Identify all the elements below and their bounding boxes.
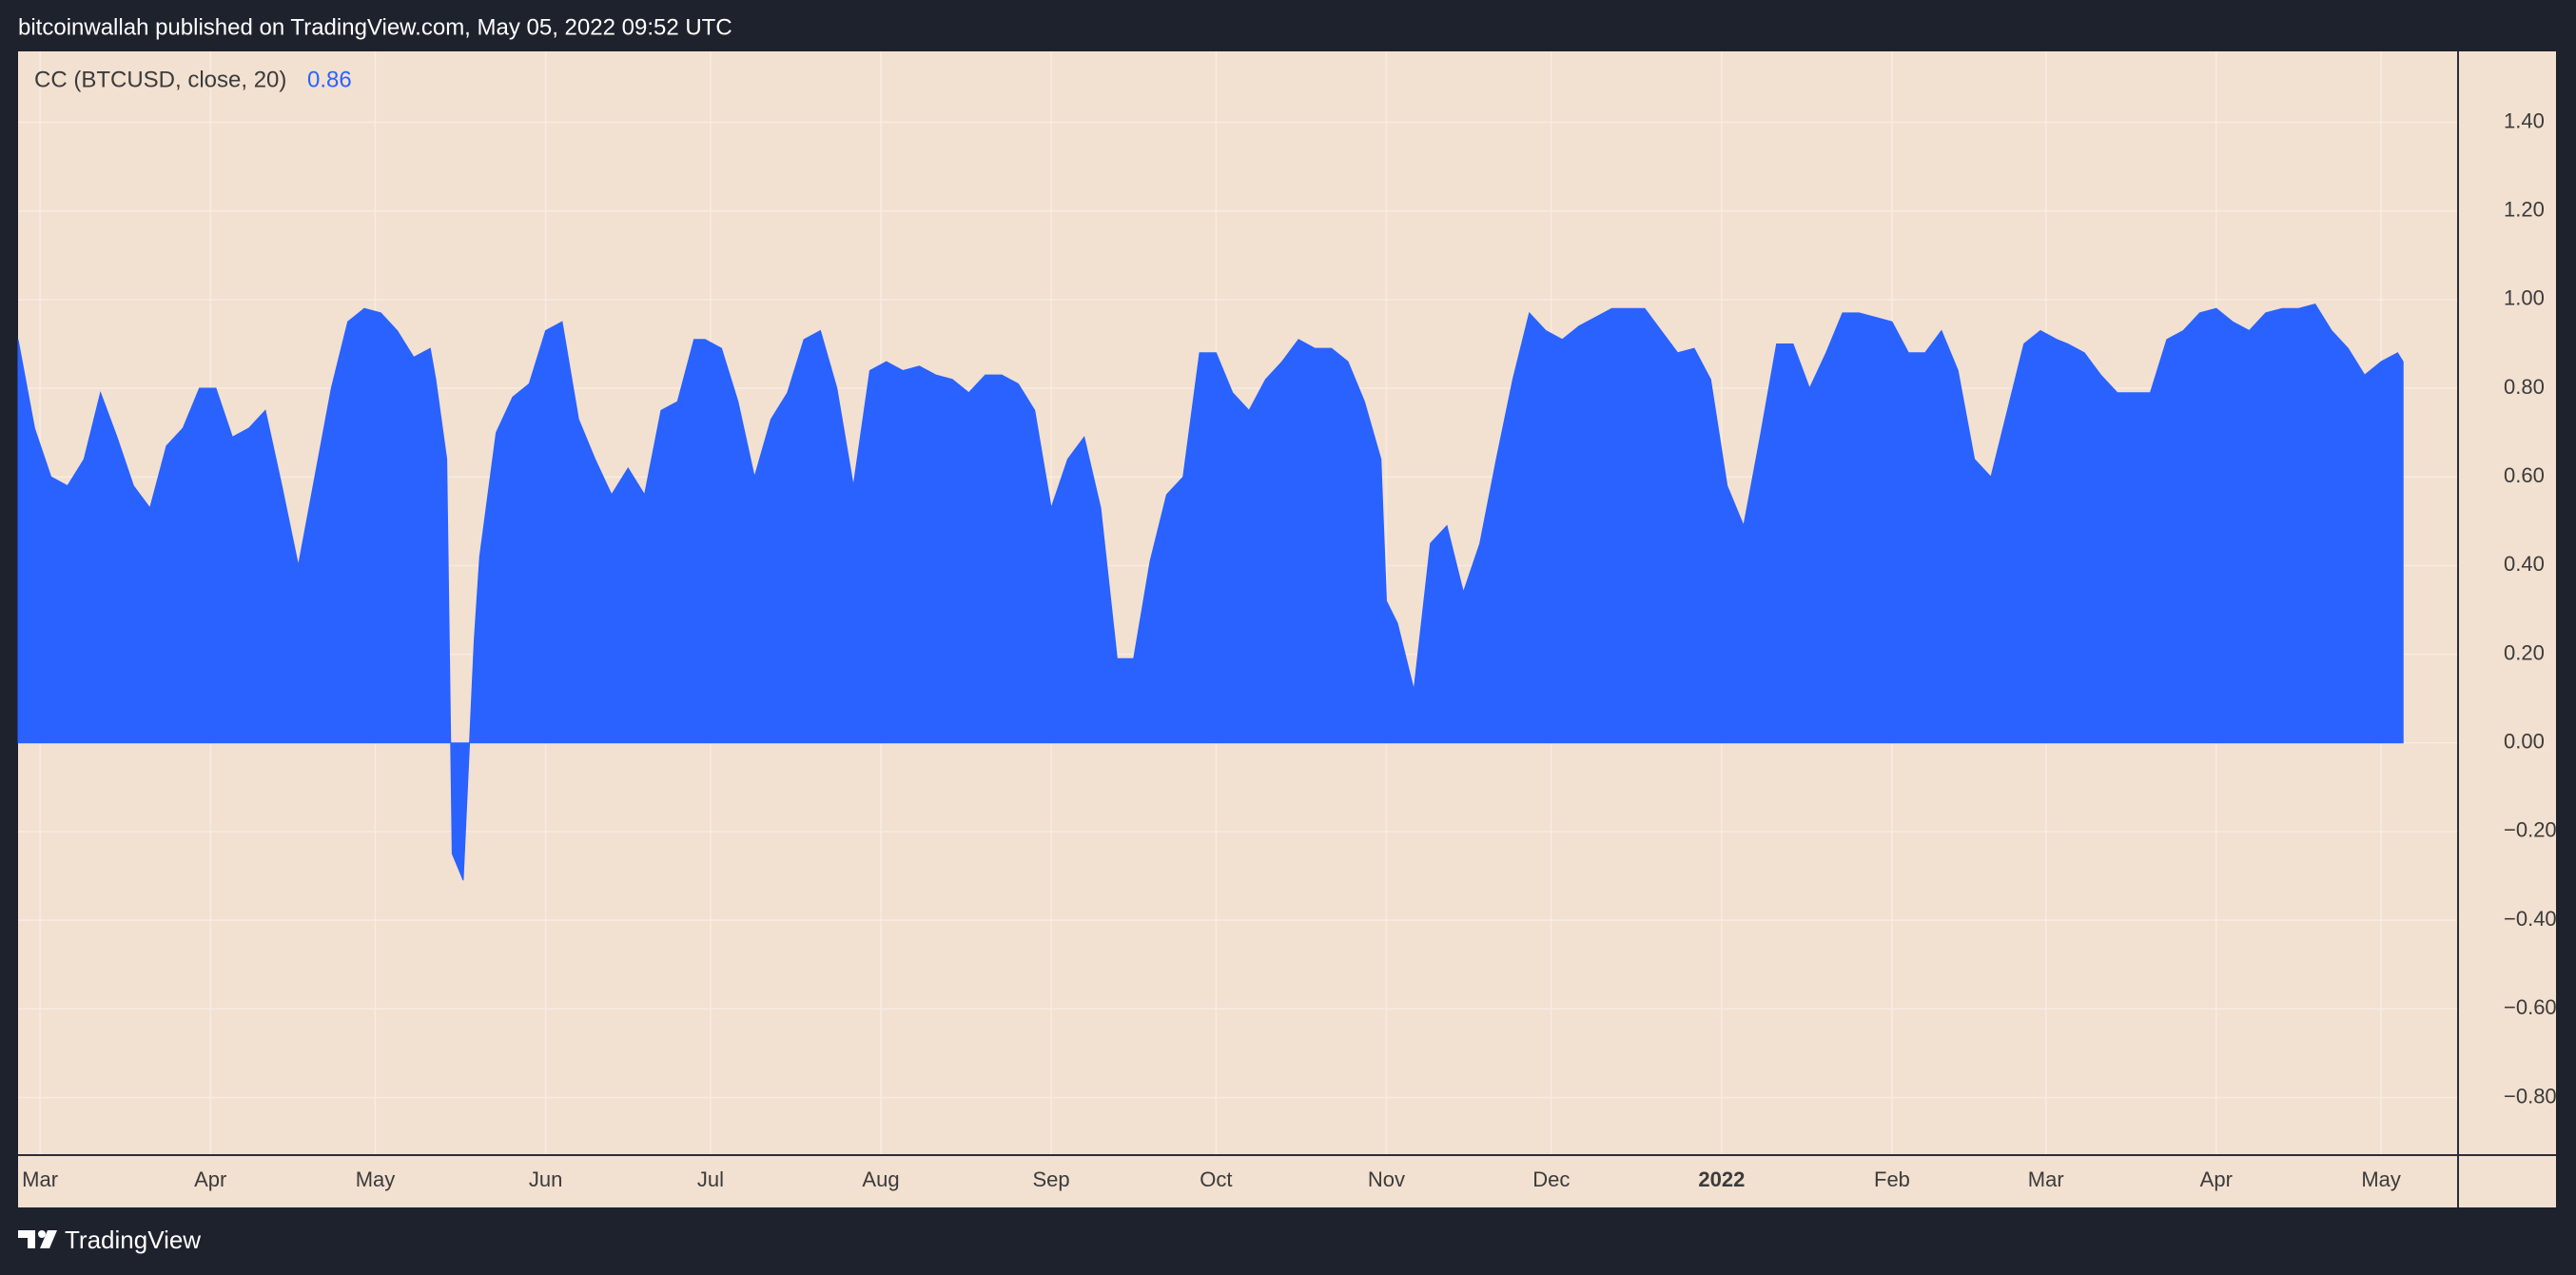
- x-tick-label: Aug: [862, 1167, 899, 1191]
- x-tick-label: Feb: [1874, 1167, 1910, 1191]
- publish-info: bitcoinwallah published on TradingView.c…: [18, 14, 732, 40]
- y-tick-label: −0.20: [2504, 818, 2557, 842]
- x-tick-label: May: [356, 1167, 396, 1191]
- x-tick-label: Oct: [1200, 1167, 1232, 1191]
- y-tick-label: 0.80: [2504, 375, 2545, 399]
- x-tick-label: Sep: [1033, 1167, 1070, 1191]
- y-tick-label: −0.60: [2504, 995, 2557, 1019]
- x-tick-label: Nov: [1368, 1167, 1405, 1191]
- x-tick-label: May: [2361, 1167, 2401, 1191]
- indicator-value: 0.86: [307, 67, 352, 92]
- x-tick-label: Apr: [194, 1167, 226, 1191]
- y-tick-label: 1.20: [2504, 198, 2545, 222]
- x-tick-label: Jun: [529, 1167, 562, 1191]
- area: [17, 303, 2404, 881]
- y-tick-label: −0.40: [2504, 907, 2557, 931]
- plot: [17, 303, 2404, 881]
- y-tick-label: 0.00: [2504, 730, 2545, 754]
- x-tick-label: Mar: [2028, 1167, 2064, 1191]
- y-tick-label: 1.40: [2504, 108, 2545, 132]
- x-tick-label: Jul: [697, 1167, 724, 1191]
- brand: TradingView: [65, 1226, 201, 1254]
- x-tick-label: Dec: [1532, 1167, 1570, 1191]
- y-tick-label: −0.80: [2504, 1084, 2557, 1108]
- y-tick-label: 0.60: [2504, 463, 2545, 487]
- y-tick-label: 1.00: [2504, 286, 2545, 310]
- y-tick-label: 0.40: [2504, 552, 2545, 576]
- x-tick-label: Apr: [2200, 1167, 2233, 1191]
- tradingview-logo: [18, 1230, 57, 1248]
- y-tick-label: 0.20: [2504, 640, 2545, 664]
- indicator-title: CC (BTCUSD, close, 20): [34, 67, 286, 92]
- x-tick-label: Mar: [22, 1167, 58, 1191]
- x-tick-label: 2022: [1698, 1167, 1745, 1191]
